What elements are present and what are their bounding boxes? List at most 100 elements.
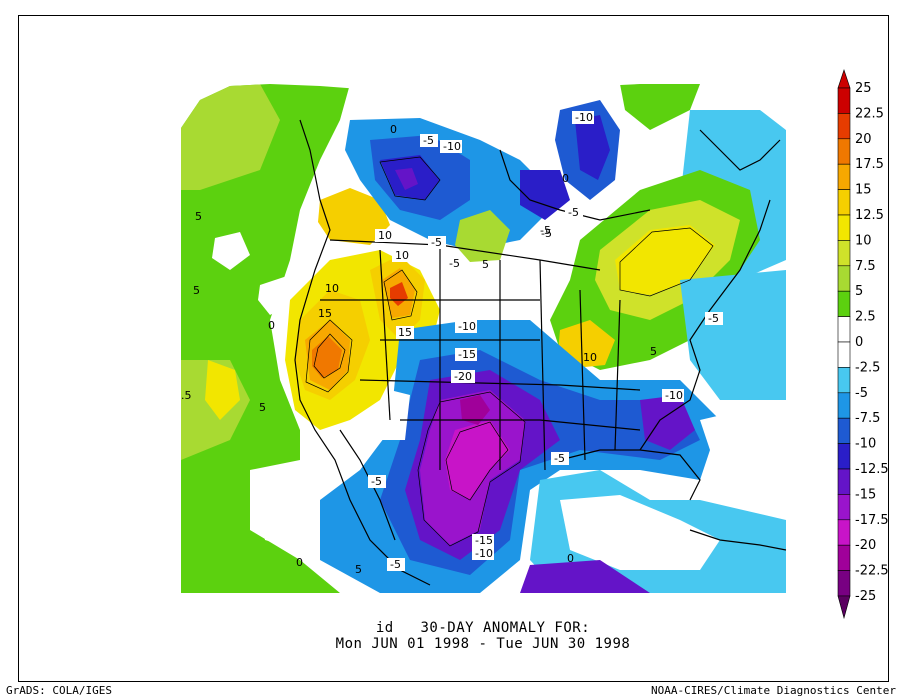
colorbar-tick-label: -12.5 (855, 462, 889, 477)
colorbar-tick-label: 15 (855, 183, 872, 198)
footer-credit-left: GrADS: COLA/IGES (6, 684, 112, 697)
contour-label: 5 (482, 258, 489, 271)
svg-text:-5: -5 (554, 452, 565, 465)
colorbar-top-arrow (837, 69, 851, 89)
contour-label: -10 (662, 389, 684, 402)
contour-label: 10 (392, 249, 414, 262)
colorbar-tick-label: -7.5 (855, 411, 880, 426)
filled-contours (181, 84, 786, 593)
contour-label: 10 (583, 351, 597, 364)
colorbar-tick-label: -25 (855, 589, 876, 604)
colorbar-tick-label: 22.5 (855, 106, 884, 121)
contour-label: 0 (268, 319, 275, 332)
colorbar-tick-label: 17.5 (855, 157, 884, 172)
svg-text:-15: -15 (475, 534, 493, 547)
contour-label: 5 (193, 284, 200, 297)
svg-text:10: 10 (395, 249, 409, 262)
contour-label: -5 (420, 134, 438, 147)
svg-text:15: 15 (398, 326, 412, 339)
svg-text:-10: -10 (665, 389, 683, 402)
colorbar-swatch (837, 468, 851, 495)
colorbar-tick-label: 10 (855, 233, 872, 248)
contour-label: 0 (296, 556, 303, 569)
colorbar-swatch (837, 341, 851, 368)
contour-label: -15 (455, 348, 477, 361)
colorbar-swatch (837, 214, 851, 241)
colorbar-tick-label: 20 (855, 132, 872, 147)
colorbar-tick-label: -2.5 (855, 360, 880, 375)
svg-text:10: 10 (378, 229, 392, 242)
colorbar-tick-label: -22.5 (855, 564, 889, 579)
colorbar-swatch (837, 392, 851, 419)
contour-label: -5 (446, 257, 464, 270)
colorbar: 25 22.5 20 17.5 15 12.5 10 7.5 5 2.5 0 -2.5 -5 -7.5 -1… (837, 69, 889, 620)
colorbar-swatch (837, 417, 851, 444)
contour-label: 10 (375, 229, 397, 242)
svg-text:-10: -10 (575, 111, 593, 124)
contour-label: -5 (705, 312, 723, 325)
svg-text:-5: -5 (431, 236, 442, 249)
colorbar-tick-label: 7.5 (855, 259, 876, 274)
contour-label: 5 (650, 345, 657, 358)
footer-credit-right: NOAA-CIRES/Climate Diagnostics Center (650, 684, 896, 697)
contour-label: 0 (562, 172, 569, 185)
svg-text:-10: -10 (475, 547, 493, 560)
colorbar-swatch (837, 290, 851, 317)
colorbar-tick-label: 0 (855, 335, 863, 350)
colorbar-swatch (837, 367, 851, 394)
contour-label: -5 (551, 452, 569, 465)
svg-text:-5: -5 (423, 134, 434, 147)
svg-text:-20: -20 (454, 370, 472, 383)
contour-label-group: -10 -10 -5 -5 -5 -5 -5 -10 -15 -20 -10 -… (181, 111, 723, 576)
boundaries (294, 119, 787, 586)
contour-label: 5 (355, 563, 362, 576)
svg-text:-5: -5 (541, 227, 552, 240)
plot-title-line1: id 30-DAY ANOMALY FOR: (375, 620, 591, 636)
colorbar-tick-label: 2.5 (855, 310, 876, 325)
svg-text:-10: -10 (443, 140, 461, 153)
colorbar-tick-label: 5 (855, 284, 863, 299)
svg-text:-5: -5 (568, 206, 579, 219)
contour-lines (305, 156, 714, 547)
colorbar-tick-label: -17.5 (855, 513, 889, 528)
colorbar-bottom-arrow (837, 595, 851, 620)
contour-label: -5 (368, 475, 386, 488)
contour-label: .5 (181, 389, 192, 402)
colorbar-swatch (837, 113, 851, 140)
svg-text:-5: -5 (371, 475, 382, 488)
contour-label: 15 (318, 307, 332, 320)
colorbar-swatch (837, 570, 851, 597)
contour-label: -10 (472, 547, 494, 560)
plot-title-line2: Mon JUN 01 1998 - Tue JUN 30 1998 (335, 636, 631, 652)
colorbar-tick-label: -15 (855, 487, 876, 502)
colorbar-tick-label: 12.5 (855, 208, 884, 223)
contour-label: 15 (396, 326, 414, 339)
colorbar-swatch (837, 240, 851, 267)
contour-label: 0 (567, 552, 574, 565)
svg-text:-5: -5 (449, 257, 460, 270)
colorbar-tick-label: 25 (855, 81, 872, 96)
contour-label: -5 (387, 558, 405, 571)
colorbar-swatch (837, 544, 851, 571)
colorbar-swatch (837, 265, 851, 292)
colorbar-swatch (837, 189, 851, 216)
colorbar-tick-label: -10 (855, 437, 876, 452)
svg-text:-15: -15 (458, 348, 476, 361)
contour-label: -5 (428, 236, 446, 249)
colorbar-swatch (837, 316, 851, 343)
contour-label: -5 (540, 224, 551, 237)
colorbar-swatch (837, 138, 851, 165)
colorbar-swatch (837, 443, 851, 470)
contour-label: -5 (565, 206, 583, 219)
colorbar-tick-label: -20 (855, 538, 876, 553)
plot-frame (18, 15, 889, 682)
colorbar-tick-label: -5 (855, 386, 868, 401)
svg-text:-5: -5 (390, 558, 401, 571)
svg-text:-5: -5 (708, 312, 719, 325)
colorbar-swatch (837, 494, 851, 521)
contour-label: -10 (572, 111, 594, 124)
contour-label: -20 (451, 370, 475, 383)
contour-label: -5 (538, 227, 556, 240)
colorbar-swatch (837, 87, 851, 114)
